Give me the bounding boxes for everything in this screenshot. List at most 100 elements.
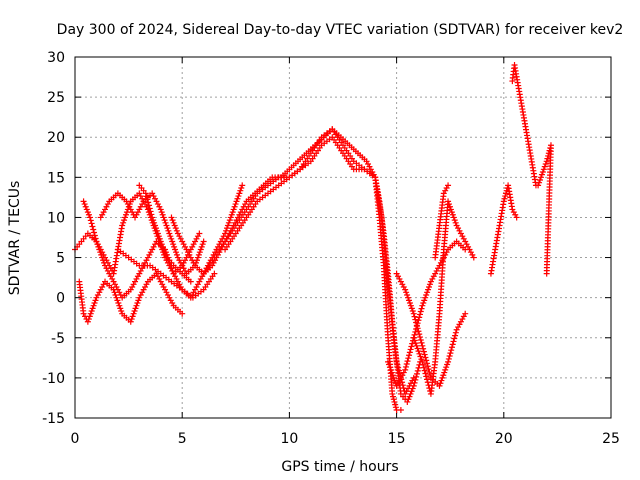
data-point [537,174,544,181]
data-point [91,300,98,307]
data-point [406,300,413,307]
data-point [541,163,548,170]
data-point [171,222,178,229]
y-tick-label: 10 [47,210,65,226]
data-point [411,331,418,338]
data-point [199,241,206,248]
data-point [197,246,204,253]
data-point [404,291,411,298]
data-point [161,217,168,224]
series-arc-m [432,182,452,261]
data-point [237,187,244,194]
data-point [420,300,427,307]
data-point [391,398,398,405]
data-point [447,350,454,357]
data-point [385,358,392,365]
data-point [144,196,151,203]
data-point [426,281,433,288]
data-point [413,342,420,349]
data-point [449,341,456,348]
x-tick-label: 10 [280,431,298,447]
data-point [88,308,95,315]
data-point [412,328,419,335]
data-point [113,294,120,301]
data-point [135,297,142,304]
data-point [121,217,128,224]
data-point [442,366,449,373]
data-point [410,310,417,317]
data-point [411,379,418,386]
data-point [390,374,397,381]
data-point [130,310,137,317]
data-point [229,209,236,216]
data-point [448,344,455,351]
data-point [543,270,550,277]
data-point [414,325,421,332]
data-point [424,376,431,383]
y-tick-label: -10 [42,371,65,387]
data-point [404,358,411,365]
data-point [392,404,399,411]
data-point [224,222,231,229]
data-point [236,190,243,197]
data-point [413,373,420,380]
data-point [187,278,194,285]
data-point [437,380,444,387]
data-point [448,347,455,354]
data-point [157,238,164,245]
data-point [170,219,177,226]
data-point [408,388,415,395]
data-point [94,241,101,248]
data-point [83,206,90,213]
data-point [133,302,140,309]
data-point [127,318,134,325]
data-point [422,370,429,377]
data-point [536,179,543,186]
data-point [122,214,129,221]
data-point [231,203,238,210]
data-point [101,259,108,266]
data-point [439,374,446,381]
data-point [405,294,412,301]
data-point [417,353,424,360]
data-point [118,308,125,315]
data-point [421,351,428,358]
data-point [230,206,237,213]
data-point [407,346,414,353]
data-point [420,345,427,352]
data-point [158,241,165,248]
data-point [119,222,126,229]
data-point [200,238,207,245]
axis-ticks [74,56,612,419]
data-point [424,289,431,296]
data-point [423,373,430,380]
data-point [116,302,123,309]
data-point [223,225,230,232]
series-arc-k [393,270,469,389]
data-point [385,361,392,368]
data-point [142,190,149,197]
data-point [420,348,427,355]
data-point [450,214,457,221]
x-tick-label: 15 [388,431,406,447]
data-point [99,254,106,261]
data-point [446,353,453,360]
data-point [417,308,424,315]
data-point [169,267,176,274]
data-point [415,328,422,335]
data-point [198,243,205,250]
data-point [152,222,159,229]
data-point [390,396,397,403]
data-point [81,201,88,208]
data-point [128,316,135,323]
y-tick-label: -15 [42,411,65,427]
data-point [89,223,96,230]
data-point [403,361,410,368]
data-point [92,297,99,304]
y-tick-label: 25 [47,90,65,106]
data-point [84,318,91,325]
data-point [151,219,158,226]
data-point [86,313,93,320]
data-point [389,372,396,379]
